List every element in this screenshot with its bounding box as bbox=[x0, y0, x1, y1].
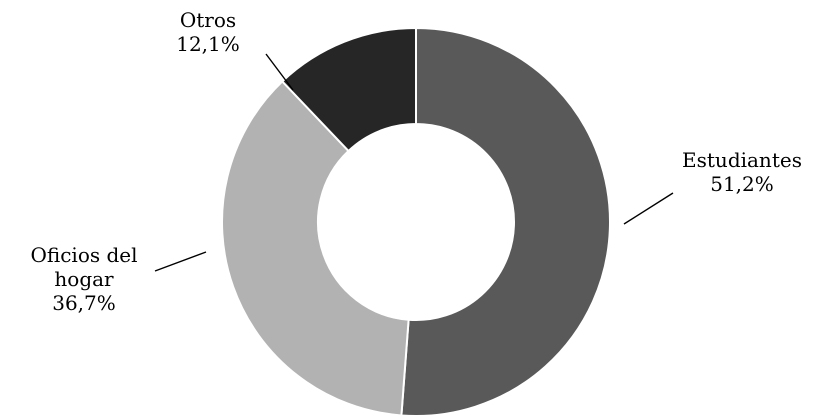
data-label-line: hogar bbox=[54, 267, 114, 291]
slice-otros bbox=[280, 26, 417, 153]
data-label-line: Oficios del bbox=[30, 243, 137, 267]
leader-line-oficios-del-hogar bbox=[154, 251, 207, 272]
data-label-line: 36,7% bbox=[52, 291, 116, 315]
slice-estudiantes bbox=[400, 26, 611, 416]
leader-line-otros bbox=[265, 53, 294, 91]
data-label-otros: Otros 12,1% bbox=[176, 8, 240, 56]
slice-oficios-del-hogar bbox=[221, 80, 410, 416]
leader-line-estudiantes bbox=[623, 192, 674, 225]
data-label-line: Estudiantes bbox=[682, 148, 802, 172]
data-label-line: Otros bbox=[180, 8, 236, 32]
data-label-oficios-del-hogar: Oficios del hogar 36,7% bbox=[30, 243, 137, 315]
data-label-line: 12,1% bbox=[176, 32, 240, 56]
data-label-estudiantes: Estudiantes 51,2% bbox=[682, 148, 802, 196]
data-label-line: 51,2% bbox=[710, 172, 774, 196]
